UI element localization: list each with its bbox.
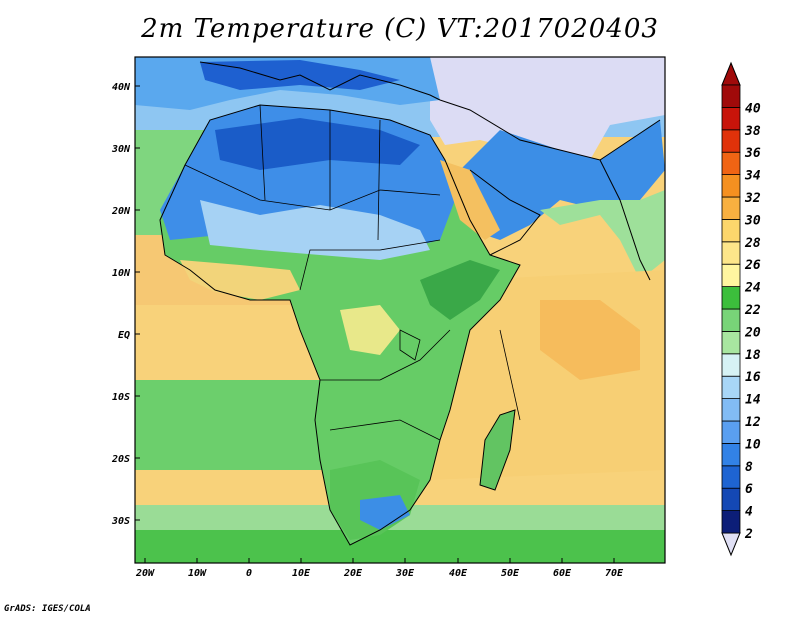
colorbar-label: 14 — [745, 393, 761, 408]
lon-label: 30E — [395, 568, 415, 579]
colorbar-segment — [721, 420, 741, 444]
colorbar-segment — [721, 286, 741, 310]
lat-label: 10S — [112, 392, 130, 403]
lon-label: 40E — [449, 568, 468, 579]
lon-label: 10E — [292, 568, 311, 579]
colorbar-segment — [721, 151, 741, 175]
lat-label: 20N — [111, 206, 131, 217]
colorbar-segment — [721, 174, 741, 198]
lon-label: 20E — [343, 568, 363, 579]
lon-label: 10W — [188, 568, 207, 579]
colorbar-label: 36 — [744, 146, 761, 161]
colorbar-label: 8 — [745, 460, 753, 475]
colorbar-segment — [721, 442, 741, 467]
colorbar-segment — [721, 129, 741, 153]
colorbar-label: 10 — [745, 437, 761, 452]
map-title: 2m Temperature (C) VT:2017020403 — [141, 14, 659, 44]
colorbar-segment — [721, 308, 741, 332]
colorbar-segment — [721, 84, 741, 108]
colorbar-segment — [721, 196, 741, 220]
lon-label: 60E — [553, 568, 572, 579]
map-frame — [134, 56, 666, 564]
lat-label: 40N — [112, 82, 131, 93]
colorbar-segment — [721, 465, 741, 489]
colorbar-label: 24 — [744, 281, 761, 296]
lon-label: 70E — [605, 568, 624, 579]
colorbar-segment — [721, 263, 741, 288]
axis-ticks: 20W 10W 0 10E 20E 30E 40E 50E 60E 70E 40N 30N 20N 10N… — [111, 82, 624, 579]
temperature-field — [135, 57, 665, 563]
lat-label: 30N — [111, 144, 131, 155]
colorbar-label: 26 — [744, 258, 761, 273]
colorbar-label: 32 — [744, 191, 761, 206]
colorbar-label: 22 — [744, 303, 761, 318]
colorbar-segment — [721, 218, 741, 243]
colorbar-label: 30 — [744, 213, 761, 228]
colorbar-segment — [721, 398, 741, 422]
colorbar-label: 38 — [744, 124, 761, 139]
colorbar-label: 12 — [745, 415, 761, 430]
colorbar-over-triangle — [721, 61, 741, 86]
lat-label: EQ — [118, 330, 130, 341]
lon-label: 20W — [135, 568, 155, 579]
colorbar-segment — [721, 241, 741, 265]
credit-text: GrADS: IGES/COLA — [4, 604, 91, 614]
colorbar-segment — [721, 353, 741, 377]
colorbar-label: 4 — [745, 505, 753, 520]
colorbar-label: 2 — [744, 527, 753, 542]
lat-label: 10N — [112, 268, 131, 279]
colorbar-label: 40 — [745, 101, 761, 116]
lon-label: 0 — [246, 568, 252, 579]
colorbar-label: 18 — [745, 348, 761, 363]
colorbar-segment — [721, 510, 741, 534]
lat-label: 20S — [111, 454, 130, 465]
colorbar-label: 34 — [744, 169, 761, 184]
colorbar-label: 16 — [745, 370, 761, 385]
colorbar-segment — [721, 330, 741, 355]
colorbar-segment — [721, 375, 741, 400]
lat-label: 30S — [111, 516, 130, 527]
colorbar-under-triangle — [721, 532, 741, 557]
lon-label: 50E — [501, 568, 520, 579]
colorbar-label: 28 — [744, 236, 761, 251]
colorbar-segment — [721, 487, 741, 512]
colorbar-label: 20 — [744, 325, 761, 340]
colorbar-label: 6 — [745, 482, 753, 497]
colorbar-segment — [721, 107, 741, 131]
